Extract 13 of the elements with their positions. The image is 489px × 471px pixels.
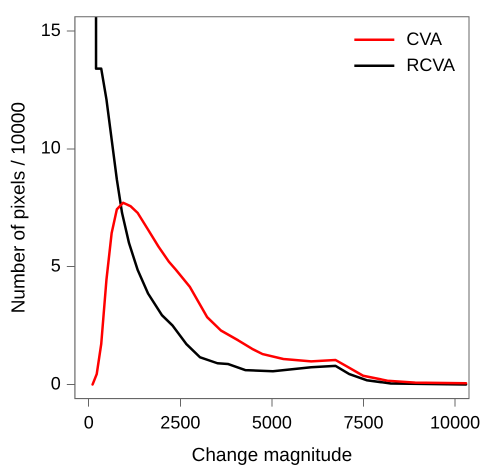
y-tick-label: 5 [50, 256, 61, 276]
y-tick-label: 15 [40, 20, 61, 40]
x-tick-label: 0 [84, 412, 94, 432]
y-axis-title: Number of pixels / 10000 [8, 102, 30, 314]
x-tick-label: 5000 [252, 412, 292, 432]
legend-label: CVA [406, 28, 442, 49]
legend-label: RCVA [406, 54, 456, 75]
x-axis-title: Change magnitude [192, 444, 352, 466]
y-tick-label: 10 [40, 138, 61, 158]
x-tick-label: 2500 [160, 412, 200, 432]
x-tick-label: 7500 [343, 412, 384, 432]
y-tick-label: 0 [50, 373, 61, 394]
x-tick-label: 10000 [430, 412, 480, 432]
